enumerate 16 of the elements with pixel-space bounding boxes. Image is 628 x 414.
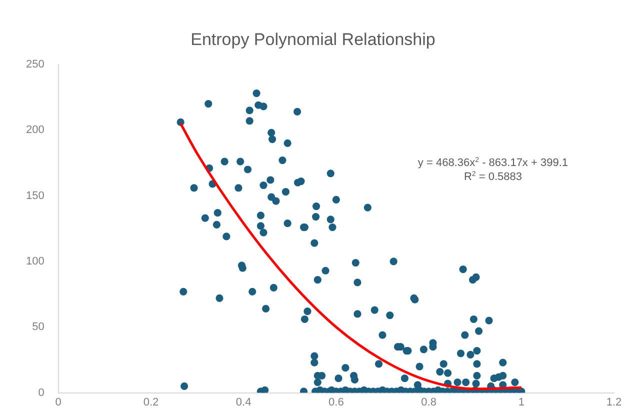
y-tick-label: 100 [26,255,44,268]
y-tick-label: 0 [38,386,44,399]
annotation: R$^{2}$ = 0.5883 [462,170,523,184]
x-tick-label: 0.2 [143,396,159,408]
x-tick-label: 0 [55,396,62,408]
chart-title: Entropy Polynomial Relationship [190,30,436,49]
y-tick-label: 50 [32,321,44,334]
y-tick-label: 250 [26,58,44,70]
y-tick-label: 200 [26,124,44,136]
x-tick-label: 0.8 [421,396,436,408]
x-tick-label: 0.6 [328,396,344,408]
x-tick-label: 1.2 [606,396,622,408]
x-tick-label: 1 [518,396,524,408]
y-tick-label: 150 [26,190,44,202]
x-tick-label: 0.4 [236,396,252,408]
annotation: y = 468.36x$^{2}$ - 863.17x + 399.1 [418,156,568,170]
